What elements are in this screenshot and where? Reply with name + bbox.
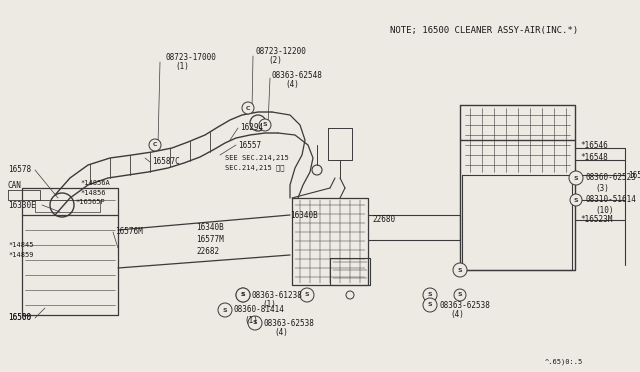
Text: S: S [305, 292, 309, 298]
Text: 08363-61238: 08363-61238 [252, 291, 303, 299]
Text: 22682: 22682 [196, 247, 219, 257]
Text: 08363-62538: 08363-62538 [264, 318, 315, 327]
Text: S: S [458, 267, 462, 273]
Text: 16587C: 16587C [152, 157, 180, 167]
Text: S: S [458, 292, 462, 298]
Text: *16523M: *16523M [580, 215, 612, 224]
Text: (1): (1) [262, 301, 276, 310]
Text: NOTE; 16500 CLEANER ASSY-AIR(INC.*): NOTE; 16500 CLEANER ASSY-AIR(INC.*) [390, 26, 578, 35]
Text: 16500: 16500 [8, 314, 31, 323]
Text: 16576M: 16576M [115, 228, 143, 237]
Text: 16557: 16557 [238, 141, 261, 150]
Text: 08363-62538: 08363-62538 [440, 301, 491, 310]
Text: S: S [253, 321, 257, 326]
Circle shape [218, 303, 232, 317]
Text: (1): (1) [244, 315, 258, 324]
Circle shape [300, 288, 314, 302]
Text: 16340B: 16340B [196, 224, 224, 232]
Text: 16500: 16500 [8, 314, 31, 323]
Text: (1): (1) [175, 62, 189, 71]
Circle shape [423, 288, 437, 302]
Text: S: S [428, 302, 432, 308]
Text: 08363-62548: 08363-62548 [272, 71, 323, 80]
Text: *14856: *14856 [80, 190, 106, 196]
Circle shape [149, 139, 161, 151]
Text: *16548: *16548 [580, 154, 608, 163]
Text: 22680: 22680 [372, 215, 395, 224]
Text: 16500: 16500 [628, 170, 640, 180]
Text: CAN: CAN [8, 180, 22, 189]
Text: 16340B: 16340B [290, 211, 317, 219]
Text: (4): (4) [450, 311, 464, 320]
Text: 16294: 16294 [240, 124, 263, 132]
Text: *14859: *14859 [8, 252, 33, 258]
Text: S: S [262, 122, 268, 128]
Text: 16578: 16578 [8, 166, 31, 174]
Text: 16577M: 16577M [196, 235, 224, 244]
Text: (3): (3) [595, 183, 609, 192]
Text: S: S [573, 198, 579, 202]
Text: 08723-17000: 08723-17000 [165, 54, 216, 62]
Circle shape [248, 316, 262, 330]
Text: S: S [241, 292, 245, 298]
Text: SEE SEC.214,215: SEE SEC.214,215 [225, 155, 289, 161]
Text: S: S [573, 176, 579, 180]
Circle shape [242, 102, 254, 114]
Circle shape [569, 171, 583, 185]
Text: 08360-81414: 08360-81414 [234, 305, 285, 314]
Text: 08723-12200: 08723-12200 [255, 48, 306, 57]
Text: (4): (4) [285, 80, 299, 89]
Text: *16546: *16546 [580, 141, 608, 150]
Text: SEC.214,215 参照: SEC.214,215 参照 [225, 165, 285, 171]
Circle shape [236, 288, 250, 302]
Circle shape [570, 194, 582, 206]
Circle shape [259, 119, 271, 131]
Text: 16330E: 16330E [8, 201, 36, 209]
Circle shape [454, 289, 466, 301]
Text: S: S [223, 308, 227, 312]
Text: C: C [153, 142, 157, 148]
Text: S: S [241, 292, 245, 298]
Text: S: S [428, 292, 432, 298]
Text: 08360-62523: 08360-62523 [585, 173, 636, 183]
Circle shape [423, 298, 437, 312]
Text: (2): (2) [268, 57, 282, 65]
Text: ^.65)0:.5: ^.65)0:.5 [545, 359, 583, 365]
Text: C: C [246, 106, 250, 110]
Text: *14845: *14845 [8, 242, 33, 248]
Text: (10): (10) [595, 205, 614, 215]
Text: *16565P: *16565P [75, 199, 105, 205]
Circle shape [453, 263, 467, 277]
Text: 08310-51614: 08310-51614 [585, 196, 636, 205]
Circle shape [236, 288, 250, 302]
Text: (4): (4) [274, 328, 288, 337]
Text: *14856A: *14856A [80, 180, 109, 186]
